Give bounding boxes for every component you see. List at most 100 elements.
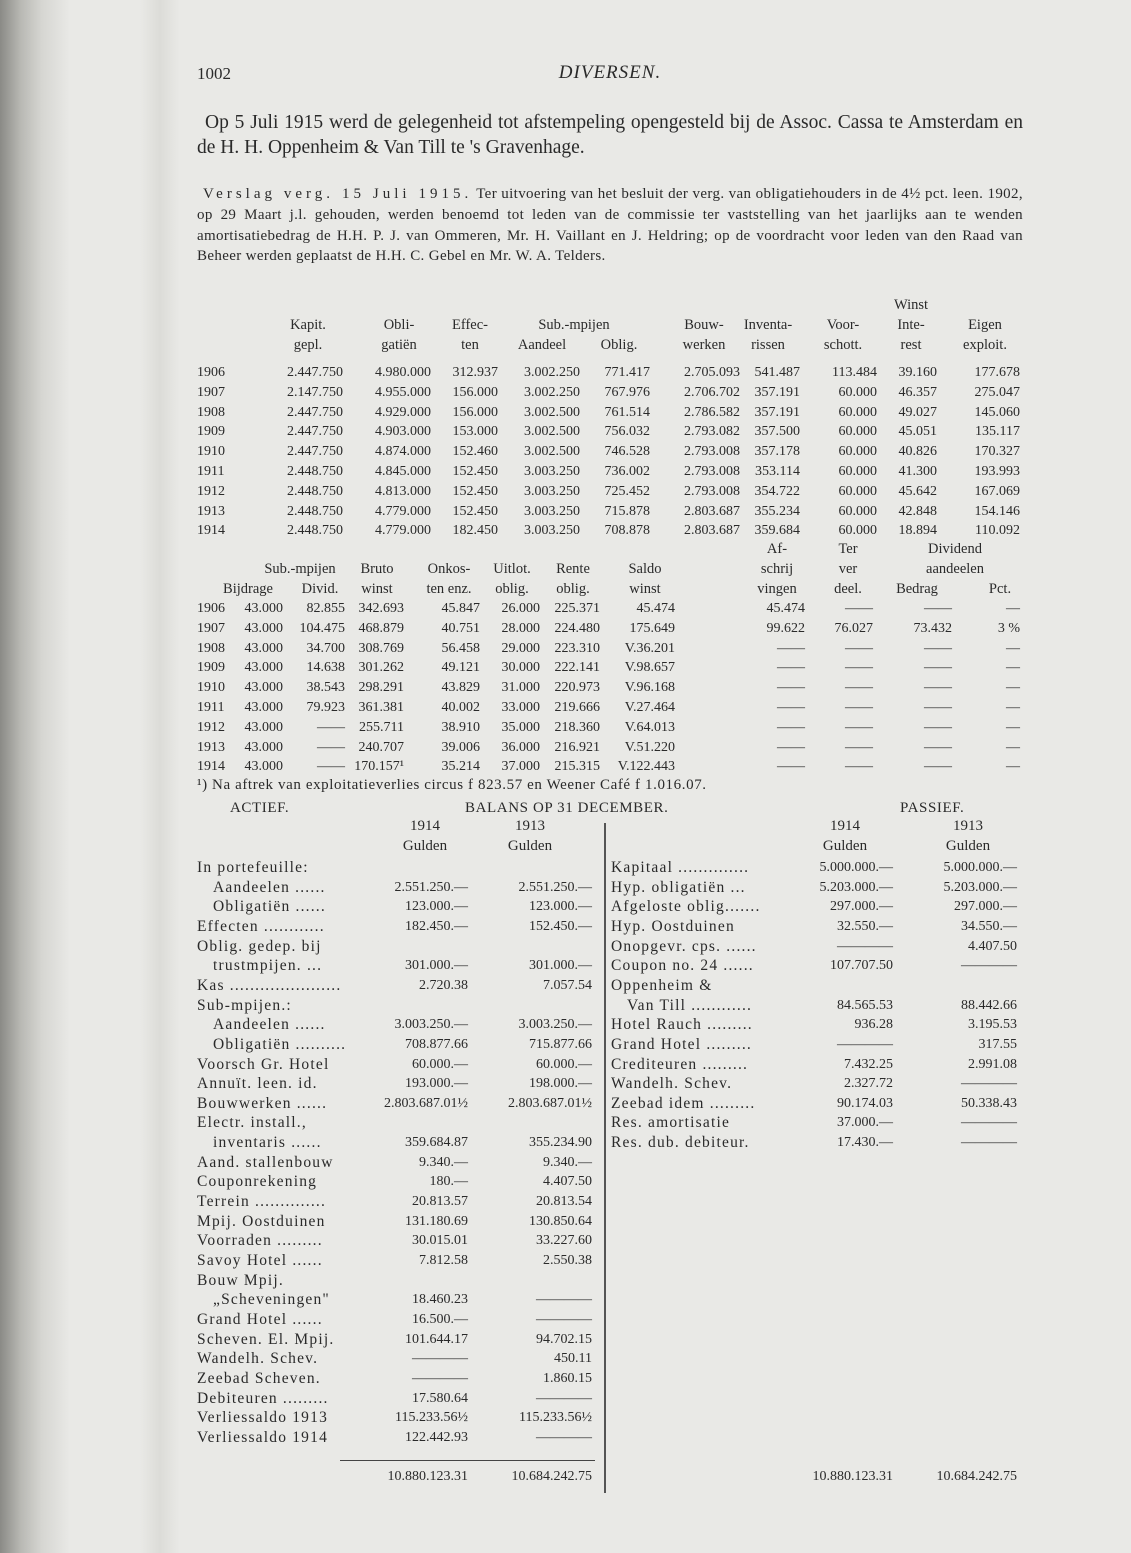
value-cell: 224.480: [554, 620, 601, 636]
value-cell: 31.000: [501, 680, 541, 696]
balance-item-label: Oblig. gedep. bij: [197, 937, 322, 955]
balance-item-label: Aandeelen ......: [213, 1016, 326, 1034]
balance-value-1913: 88.442.66: [961, 997, 1017, 1013]
unit-header: Gulden: [945, 838, 991, 854]
actief-title: ACTIEF.: [230, 800, 290, 816]
value-cell: 4.874.000: [375, 444, 431, 460]
value-cell: 82.855: [306, 601, 346, 616]
column-header: oblig.: [556, 581, 590, 597]
value-cell: ——: [845, 680, 873, 696]
balance-item-label: In portefeuille:: [197, 859, 309, 876]
value-cell: 354.722: [754, 483, 801, 499]
balance-item-label: Kas ......................: [197, 976, 342, 994]
value-cell: 45.474: [636, 601, 676, 616]
value-cell: 35.000: [501, 719, 541, 735]
column-header: Rente: [556, 561, 590, 577]
column-header: winst: [629, 581, 661, 597]
value-cell: ——: [777, 739, 805, 755]
value-cell: 34.700: [306, 640, 346, 656]
balance-value-1913: 33.227.60: [536, 1233, 592, 1249]
value-cell: 3.002.250: [524, 365, 580, 380]
balance-value-1914: 5.000.000.—: [819, 860, 894, 875]
balance-value-1913: ————: [961, 1076, 1017, 1092]
column-header: rest: [900, 337, 922, 353]
value-cell: 39.160: [898, 365, 938, 380]
value-cell: 746.528: [604, 444, 651, 460]
value-cell: V.98.657: [624, 660, 675, 676]
balance-value-1914: 708.877.66: [405, 1036, 468, 1052]
balance-item-label: „Scheveningen": [213, 1291, 330, 1309]
balance-value-1913: 297.000.—: [954, 899, 1017, 915]
balance-value-1913: 355.234.90: [529, 1135, 592, 1151]
balance-value-1913: 115.233.56½: [519, 1410, 592, 1426]
balance-value-1914: 18.460.23: [412, 1292, 468, 1308]
value-cell: 152.450: [452, 483, 499, 499]
column-header: Obli-: [383, 317, 415, 333]
value-cell: 4.779.000: [375, 523, 431, 539]
value-cell: 45.474: [766, 601, 806, 616]
balance-value-1913: 450.11: [554, 1351, 592, 1367]
value-cell: 3.002.500: [524, 444, 580, 460]
balance-item-label: Kapitaal ..............: [611, 859, 750, 876]
value-cell: 3.003.250: [524, 503, 580, 519]
balance-value-1913: 123.000.—: [529, 899, 592, 915]
value-cell: 156.000: [452, 384, 499, 400]
column-header: Bedrag: [896, 581, 938, 597]
value-cell: 45.051: [898, 424, 938, 440]
value-cell: 43.000: [244, 680, 284, 696]
value-cell: ——: [845, 739, 873, 755]
value-cell: 3.002.500: [524, 424, 580, 440]
value-cell: 110.092: [975, 523, 1020, 539]
value-cell: ——: [845, 640, 873, 656]
balance-value-1914: 101.644.17: [405, 1331, 468, 1347]
page-edge-shadow: [140, 0, 180, 1553]
balance-value-1914: 17.580.64: [412, 1390, 468, 1406]
column-header: oblig.: [495, 581, 529, 597]
balance-value-1913: 2.991.08: [968, 1056, 1017, 1072]
value-cell: ——: [777, 680, 805, 696]
value-cell: 104.475: [299, 620, 346, 636]
balance-value-1914: 17.430.—: [837, 1135, 893, 1151]
balance-value-1914: ————: [837, 938, 893, 954]
balance-value-1914: 5.203.000.—: [819, 879, 894, 895]
value-cell: 49.121: [441, 660, 481, 676]
value-cell: ——: [924, 700, 952, 715]
value-cell: 113.484: [832, 365, 877, 380]
value-cell: 4.980.000: [375, 365, 431, 380]
year-header: 1914: [830, 818, 860, 834]
year-cell: 1913: [197, 503, 225, 519]
value-cell: —: [1006, 680, 1020, 696]
value-cell: 49.027: [898, 404, 938, 420]
column-header: winst: [361, 581, 393, 597]
value-cell: 2.448.750: [287, 523, 343, 539]
value-cell: 3.003.250: [524, 464, 580, 479]
value-cell: —: [1006, 601, 1020, 616]
value-cell: 35.214: [441, 759, 481, 775]
report-text: Ter uitvoering van het besluit der verg.…: [197, 186, 1023, 265]
value-cell: 298.291: [358, 680, 405, 696]
value-cell: —: [1006, 719, 1020, 735]
value-cell: 216.921: [554, 739, 601, 755]
value-cell: 275.047: [974, 384, 1021, 400]
value-cell: 26.000: [501, 601, 541, 616]
value-cell: 2.447.750: [287, 444, 343, 460]
balance-value-1913: 152.450.—: [529, 918, 592, 934]
balance-item-label: Sub-mpijen.:: [197, 996, 292, 1014]
unit-header: Gulden: [402, 838, 448, 854]
value-cell: —: [1006, 700, 1020, 715]
value-cell: ——: [845, 719, 873, 735]
value-cell: ——: [317, 719, 345, 735]
value-cell: 40.002: [441, 700, 481, 715]
balance-value-1913: 301.000.—: [529, 958, 592, 974]
value-cell: 193.993: [974, 464, 1021, 479]
value-cell: 45.847: [441, 601, 481, 616]
column-header: Bijdrage: [223, 581, 273, 597]
balance-item-label: Grand Hotel .........: [611, 1035, 752, 1053]
value-cell: 154.146: [974, 503, 1021, 519]
balance-value-1914: ————: [837, 1036, 893, 1052]
column-header: ten enz.: [426, 581, 472, 597]
value-cell: 14.638: [306, 660, 346, 676]
balance-value-1914: 301.000.—: [405, 958, 468, 974]
balance-item-label: Savoy Hotel ......: [197, 1252, 323, 1269]
value-cell: 175.649: [629, 620, 676, 636]
